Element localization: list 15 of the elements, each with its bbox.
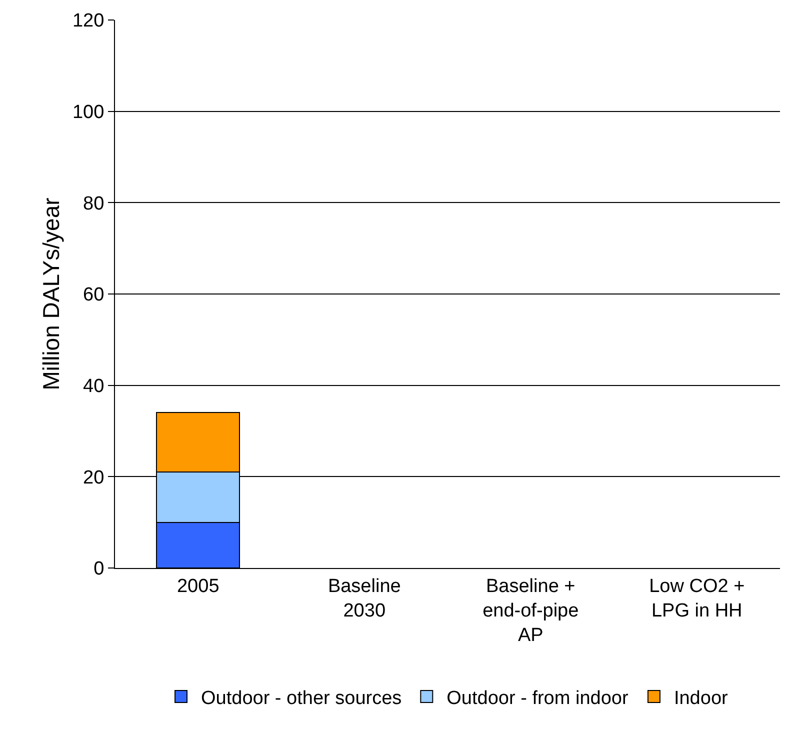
x-tick-label: Baseline + end-of-pipe AP [482,576,579,646]
y-tick-label: 80 [83,193,104,214]
y-tick-label: 20 [83,467,104,488]
y-axis-title: Million DALYs/year [38,197,64,390]
y-tick-label: 0 [94,558,104,580]
x-tick-label: Baseline 2030 [328,576,401,622]
y-tick-label: 100 [72,102,104,123]
x-tick-label: 2005 [176,576,220,597]
legend-label: Indoor [674,688,729,709]
x-tick-label: Low CO2 + LPG in HH [649,576,745,622]
y-tick-label: 60 [83,284,104,306]
y-tick-label: 120 [72,10,104,32]
legend-label: Outdoor - other sources [201,688,402,709]
y-tick-label: 40 [83,376,104,397]
legend-label: Outdoor - from indoor [446,688,629,709]
